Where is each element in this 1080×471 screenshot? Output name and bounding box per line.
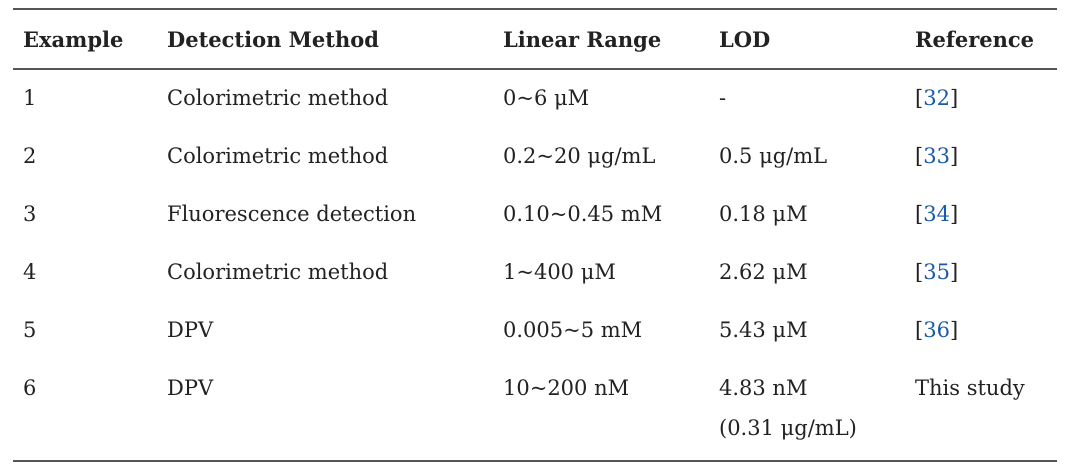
header-lod: LOD [719,27,771,52]
reference-bracket-close: ] [949,260,959,284]
cell-reference[interactable]: [35] [915,258,958,286]
header-detection-method: Detection Method [167,27,379,52]
reference-link[interactable]: 32 [923,86,950,110]
header-reference: Reference [915,27,1035,52]
reference-bracket-close: ] [949,86,959,110]
reference-bracket-close: ] [949,144,959,168]
reference-link[interactable]: 35 [923,260,950,284]
cell-lod: 5.43 μM [719,318,808,342]
cell-method: Fluorescence detection [167,202,417,226]
cell-method: DPV [167,376,214,400]
reference-link[interactable]: 34 [923,202,950,226]
reference-text: This study [915,376,1025,400]
cell-method: DPV [167,318,214,342]
cell-reference[interactable]: [32] [915,84,958,112]
header-linear-range: Linear Range [503,27,662,52]
cell-method: Colorimetric method [167,260,389,284]
reference-link[interactable]: 36 [923,318,950,342]
cell-lod: 0.5 μg/mL [719,144,828,168]
cell-linear-range: 0.10~0.45 mM [503,202,663,226]
cell-method: Colorimetric method [167,144,389,168]
reference-bracket-close: ] [949,318,959,342]
reference-bracket-open: [ [915,144,924,168]
cell-linear-range: 0.005~5 mM [503,318,643,342]
cell-lod: 2.62 μM [719,260,808,284]
cell-linear-range: 1~400 μM [503,260,616,284]
reference-link[interactable]: 33 [923,144,950,168]
cell-linear-range: 0.2~20 μg/mL [503,144,656,168]
cell-reference[interactable]: [33] [915,142,958,170]
reference-bracket-open: [ [915,260,924,284]
cell-lod: 4.83 nM [719,376,808,400]
cell-example: 3 [23,202,37,226]
cell-reference[interactable]: [36] [915,316,958,344]
cell-linear-range: 0~6 μM [503,86,590,110]
reference-bracket-open: [ [915,202,924,226]
cell-example: 1 [23,86,37,110]
header-example: Example [23,27,124,52]
reference-bracket-close: ] [949,202,959,226]
cell-example: 6 [23,376,37,400]
cell-example: 4 [23,260,37,284]
cell-example: 5 [23,318,37,342]
reference-bracket-open: [ [915,318,924,342]
cell-reference: This study [915,374,1025,402]
reference-bracket-open: [ [915,86,924,110]
cell-method: Colorimetric method [167,86,389,110]
cell-reference[interactable]: [34] [915,200,958,228]
cell-linear-range: 10~200 nM [503,376,630,400]
cell-lod-secondary: (0.31 μg/mL) [719,416,857,440]
cell-lod: - [719,86,727,110]
table-header-rule [13,68,1057,70]
cell-example: 2 [23,144,37,168]
cell-lod: 0.18 μM [719,202,808,226]
table-top-rule [13,8,1057,10]
table-bottom-rule [13,460,1057,462]
